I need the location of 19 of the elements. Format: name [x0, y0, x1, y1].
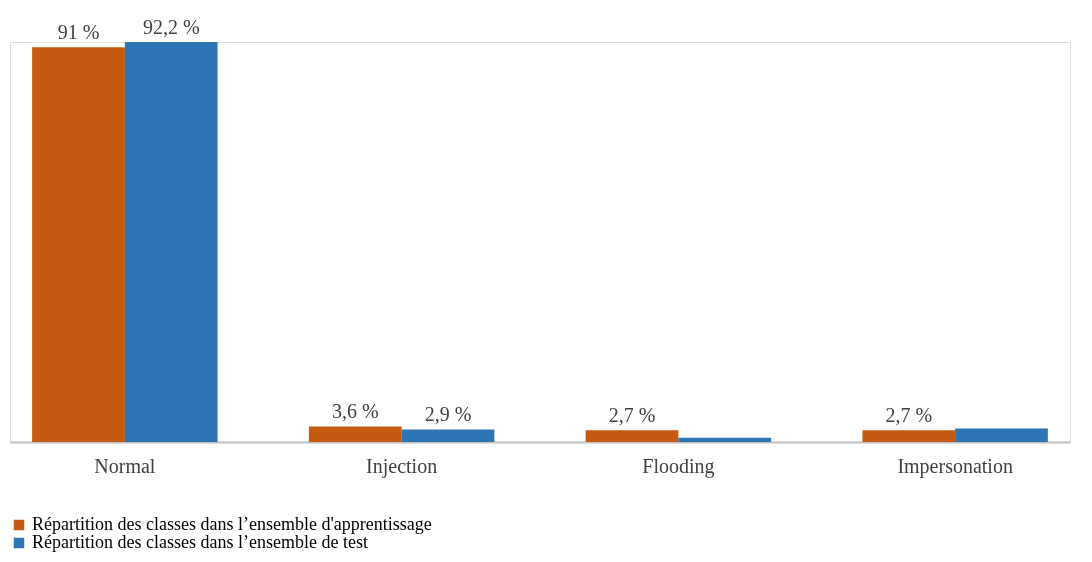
x-tick-label: Impersonation — [897, 454, 1013, 478]
bar — [585, 430, 679, 442]
data-label: 2,9 % — [424, 403, 472, 426]
bar — [955, 428, 1048, 442]
data-label: 2,7 % — [608, 404, 656, 427]
bar — [678, 437, 772, 442]
bar — [862, 430, 956, 442]
x-tick-label: Normal — [94, 454, 156, 477]
x-tick-label: Flooding — [642, 454, 715, 478]
data-label: 3,6 % — [331, 400, 379, 423]
bar — [401, 429, 495, 442]
data-label: 91 % — [57, 21, 100, 44]
data-label: 2,7 % — [885, 404, 933, 427]
x-tick-label: Injection — [366, 454, 438, 478]
data-label: 92,2 % — [142, 16, 200, 38]
bar — [32, 47, 125, 442]
bar — [124, 42, 218, 442]
bar — [308, 426, 402, 442]
legend-label: Répartition des classes dans l’ensemble d'apprentissage — [32, 514, 432, 534]
